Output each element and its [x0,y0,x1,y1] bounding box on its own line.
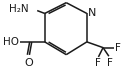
Text: F: F [95,58,101,68]
Text: F: F [115,43,121,53]
Text: HO: HO [3,37,19,47]
Text: O: O [24,58,33,68]
Text: N: N [88,8,97,18]
Text: H₂N: H₂N [9,4,29,14]
Text: F: F [107,58,112,68]
